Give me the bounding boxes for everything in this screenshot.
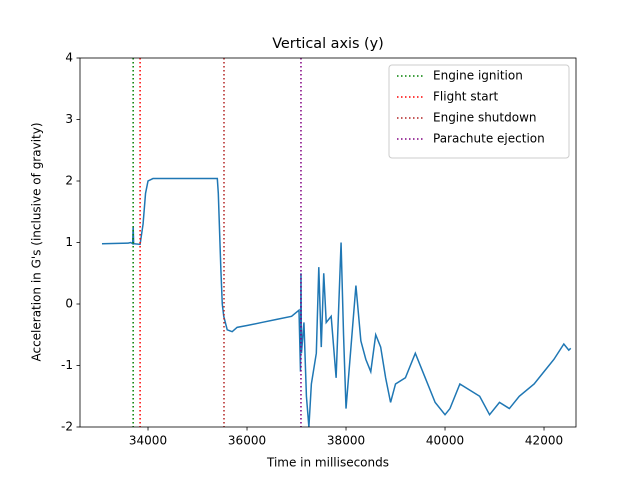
legend-label: Engine ignition — [433, 69, 523, 83]
chart-title: Vertical axis (y) — [272, 36, 384, 52]
x-tick-label: 40000 — [426, 434, 464, 448]
y-axis-label: Acceleration in G's (inclusive of gravit… — [30, 122, 44, 361]
x-tick-label: 42000 — [525, 434, 563, 448]
y-tick-label: -2 — [61, 420, 73, 434]
axes-frame — [79, 57, 577, 428]
x-tick-label: 38000 — [327, 434, 365, 448]
y-tick-label: -1 — [61, 358, 73, 372]
x-axis-label: Time in milliseconds — [266, 456, 389, 470]
y-tick-label: 0 — [65, 297, 73, 311]
legend-box — [388, 64, 570, 159]
legend-label: Engine shutdown — [433, 111, 537, 125]
legend-label: Flight start — [433, 90, 499, 104]
x-tick-label: 34000 — [129, 434, 167, 448]
data-line — [101, 177, 572, 427]
y-tick-label: 2 — [65, 174, 73, 188]
y-tick-label: 1 — [65, 235, 73, 249]
y-tick-label: 4 — [65, 51, 73, 65]
y-tick-label: 3 — [65, 112, 73, 126]
legend-label: Parachute ejection — [433, 132, 545, 146]
x-tick-label: 36000 — [228, 434, 266, 448]
